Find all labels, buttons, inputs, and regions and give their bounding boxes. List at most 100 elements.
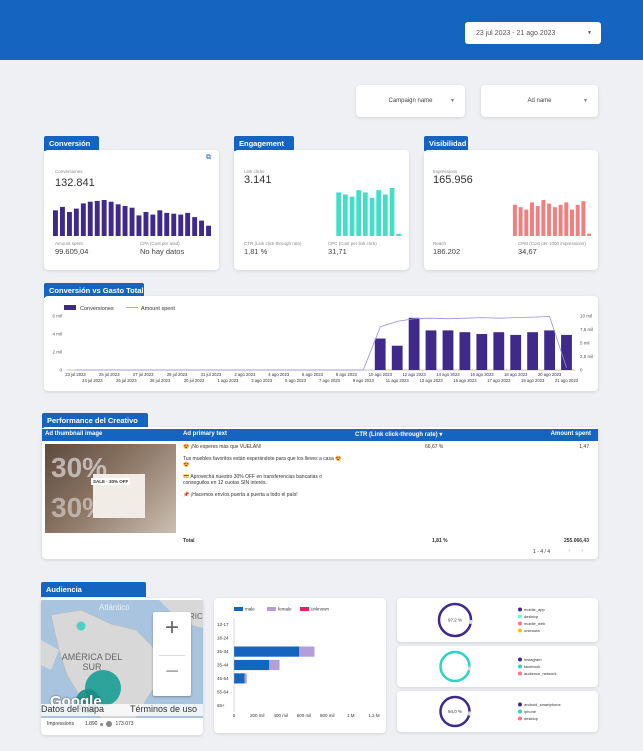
x-tick-label: 14 ago 2023 [436, 372, 460, 377]
zoom-divider [159, 655, 185, 656]
visibility-bar [547, 203, 552, 236]
legend-label: male [245, 607, 255, 612]
total-amount: 255.066,43 [563, 538, 589, 544]
y-tick-right: 10 mil [580, 314, 592, 319]
map-data-link[interactable]: Datos del mapa [41, 704, 105, 714]
conversion-bar [87, 201, 93, 236]
sort-desc-icon: ▾ [439, 432, 443, 438]
conversion-bar [164, 212, 170, 236]
kpi-sub1-value: 1,81 % [244, 247, 268, 256]
y-tick-right: 7,5 mil [580, 327, 593, 332]
map-bubble[interactable] [76, 621, 86, 631]
x-tick-label: 19 ago 2023 [521, 378, 545, 383]
conversion-bar [527, 332, 538, 370]
col-thumbnail[interactable]: Ad thumbnail image [45, 431, 103, 437]
map-attribution: Datos del mapa Términos de uso [41, 704, 203, 716]
conversion-bar [157, 210, 163, 236]
donut-legend-label: unknown [524, 628, 540, 633]
donut-ring-gap [439, 695, 471, 728]
x-tick-label: 25 jul 2023 [99, 372, 120, 377]
ad-primary-text: 😍 ¡No esperes más que VUELAN! Tus mueble… [183, 444, 343, 498]
thumb-sale-tag: SALE · 30% OFF [91, 478, 131, 485]
x-tick-label: 1 ago 2023 [217, 378, 239, 383]
donut-chart: instagram facebook audience_network [439, 650, 556, 683]
legend-dot-large [106, 721, 113, 727]
conversion-bar [493, 332, 505, 370]
next-page-icon[interactable]: › [581, 548, 583, 554]
engagement-bar [363, 192, 368, 236]
x-tick-label: 2 ago 2023 [234, 372, 256, 377]
conversion-bar [561, 334, 572, 370]
visibility-bar [552, 207, 557, 236]
conversion-bar [476, 334, 488, 370]
visibility-bar [581, 201, 586, 236]
zoom-out-button[interactable]: − [164, 658, 179, 685]
engagement-bar [336, 192, 341, 236]
col-amount[interactable]: Amount spent [550, 431, 591, 437]
row-ctr: 66,67 % [425, 444, 444, 450]
map-terms-link[interactable]: Términos de uso [129, 704, 197, 714]
x-tick-label: 15 ago 2023 [453, 378, 477, 383]
legend-label: unknown [311, 607, 330, 612]
x-tick-label: 30 jul 2023 [184, 378, 205, 383]
visibility-bar [524, 209, 529, 236]
y-tick-left: 0 [59, 368, 62, 373]
donut-ring-gap [439, 650, 471, 683]
campaign-filter[interactable]: Campaign name ▼ [356, 85, 465, 117]
x-tick-label: 21 ago 2023 [555, 378, 579, 383]
kpi-value: 165.956 [433, 174, 473, 186]
donut-legend-label: facebook [524, 664, 540, 669]
visibility-bar [575, 204, 580, 236]
engagement-bar [356, 190, 361, 236]
donut-legend-dot [518, 709, 522, 714]
age-label: 55-64 [217, 689, 229, 694]
donut-legend-dot [518, 671, 522, 676]
export-icon[interactable]: ⧉ [206, 154, 211, 161]
legend-swatch [300, 607, 309, 611]
donut-legend-dot [518, 702, 522, 707]
legend-swatch [267, 607, 276, 611]
x-tick-label: 24 jul 2023 [82, 378, 103, 383]
x-tick-label: 18 ago 2023 [504, 372, 528, 377]
conversion-bar [185, 212, 191, 236]
visibility-bar [587, 233, 592, 236]
chevron-down-icon: ▼ [587, 30, 592, 36]
conversion-bar [101, 200, 107, 236]
audience-map-card: Atlántico RIC AMÉRICA DEL SUR + − Google… [41, 598, 203, 735]
age-bar-male [234, 659, 269, 671]
ad-filter-label: Ad name [527, 98, 552, 104]
date-range-picker[interactable]: 23 jul 2023 - 21 ago 2023 ▼ [465, 22, 601, 44]
visibility-bar [512, 204, 517, 236]
age-bar-female [299, 646, 315, 657]
zoom-in-button[interactable]: + [164, 614, 179, 641]
conversion-bar [143, 212, 149, 236]
age-label: 65+ [217, 703, 225, 708]
ad-filter[interactable]: Ad name ▼ [481, 85, 598, 117]
visibility-bar [535, 206, 540, 236]
total-label: Total [183, 538, 195, 544]
x-tick-label: 800 mil [320, 713, 335, 718]
conversion-bar [192, 217, 198, 236]
x-tick-label: 28 jul 2023 [150, 378, 171, 383]
col-ctr[interactable]: CTR (Link click-through rate) ▾ [355, 431, 442, 438]
conversion-bar [60, 206, 65, 236]
conversion-bar [510, 334, 522, 370]
kpi-sub1-value: 186.202 [433, 247, 461, 256]
legend-swatch-bars [64, 305, 76, 310]
map-ocean-label: Atlántico [99, 603, 130, 612]
col-primary-text[interactable]: Ad primary text [183, 431, 228, 437]
donut-legend-label: mobile_app [524, 607, 545, 612]
kpi-sub2-label: CPA (Cost per lead) [140, 241, 180, 246]
legend-label: Impressions [47, 721, 74, 727]
conversion-bar [73, 208, 79, 236]
donut-legend-dot [518, 657, 522, 662]
conversion-bar [459, 332, 471, 370]
kpi-sub1-value: 99.605,04 [55, 247, 89, 256]
map[interactable]: Atlántico RIC AMÉRICA DEL SUR + − Google [41, 600, 203, 718]
prev-page-icon[interactable]: ‹ [568, 548, 570, 554]
conversion-bar [108, 201, 114, 236]
device-platform-donut-card: 94,0 % android_smartphone iphone desktop [397, 691, 598, 732]
x-tick-label: 13 ago 2023 [419, 378, 443, 383]
visibility-bar [518, 207, 523, 236]
legend-min: 1.890 [84, 721, 98, 727]
